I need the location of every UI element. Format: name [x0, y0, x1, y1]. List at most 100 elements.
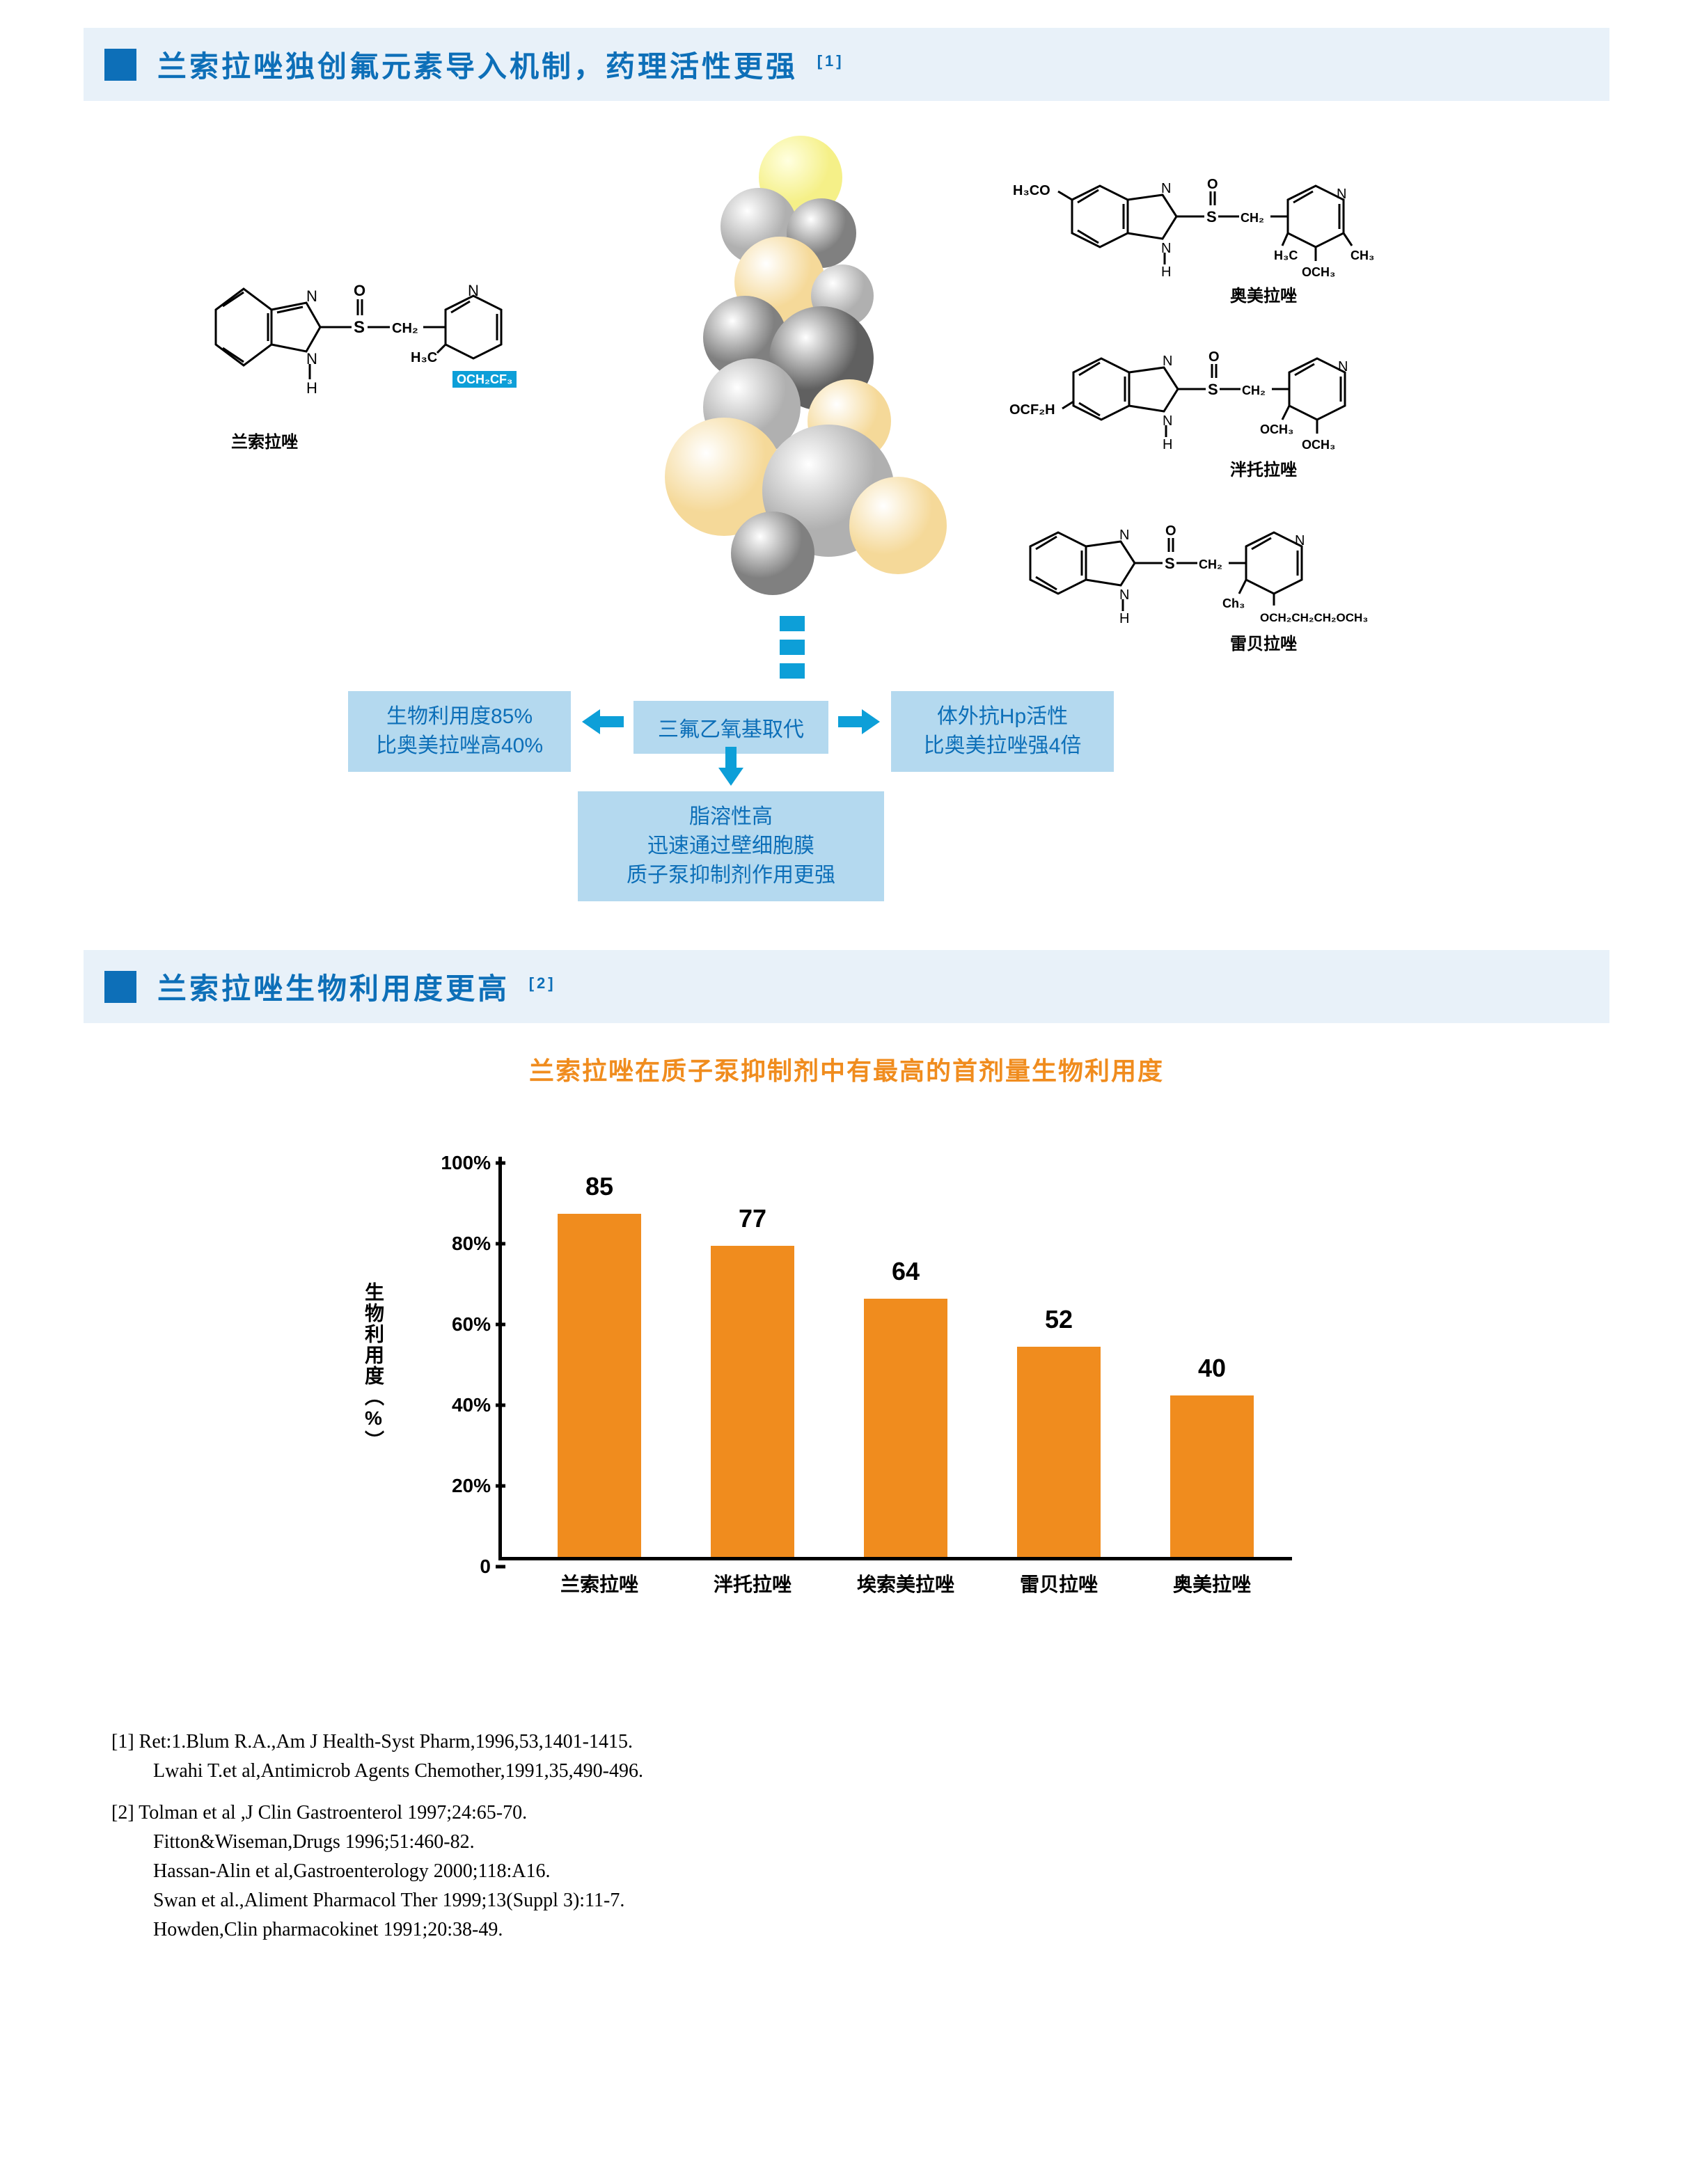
ref-line: Lwahi T.et al,Antimicrob Agents Chemothe…: [111, 1757, 1609, 1786]
chart-xlabel: 兰索拉唑: [560, 1557, 638, 1597]
section2-sup: [2]: [529, 974, 556, 992]
svg-text:O: O: [354, 282, 365, 299]
svg-text:OCH₃: OCH₃: [1302, 265, 1335, 279]
fluorine-tag-text: OCH₂CF₃: [452, 371, 517, 388]
svg-text:N: N: [1161, 241, 1171, 256]
svg-text:H: H: [1163, 437, 1172, 452]
svg-text:OCH₃: OCH₃: [1260, 422, 1293, 436]
references: [1] Ret:1.Blum R.A.,Am J Health-Syst Pha…: [84, 1727, 1609, 1945]
svg-text:CH₂: CH₂: [392, 321, 418, 336]
chem-label-lansoprazole: 兰索拉唑: [223, 428, 306, 452]
svg-text:OCF₂H: OCF₂H: [1009, 402, 1055, 418]
chem-struct-omeprazole: H₃CO N N H S O CH₂ N H₃C CH₃: [1009, 157, 1399, 306]
svg-text:CH₃: CH₃: [1351, 248, 1374, 262]
info-box-trifluoro: 三氟乙氧基取代: [633, 701, 828, 754]
svg-text:N: N: [1119, 587, 1129, 603]
chart-plot-area: 020%40%60%80%100%85兰索拉唑77泮托拉唑64埃索美拉唑52雷贝…: [498, 1157, 1292, 1560]
svg-text:H₃C: H₃C: [1274, 248, 1298, 262]
chem-label-rabeprazole: 雷贝拉唑: [1086, 630, 1441, 654]
bioavailability-chart: 生物利用度（%） 020%40%60%80%100%85兰索拉唑77泮托拉唑64…: [84, 1143, 1609, 1644]
chart-bar-value: 52: [1045, 1305, 1073, 1347]
chart-ytick: 100%: [441, 1152, 502, 1174]
info-box-hp-activity: 体外抗Hp活性 比奥美拉唑强4倍: [891, 691, 1114, 772]
section2-title: 兰索拉唑生物利用度更高 [2]: [157, 965, 556, 1008]
section-marker: [104, 49, 136, 81]
svg-text:H: H: [306, 379, 317, 397]
reference-1: [1] Ret:1.Blum R.A.,Am J Health-Syst Pha…: [111, 1727, 1609, 1786]
svg-text:N: N: [1295, 533, 1305, 548]
chem-label-omeprazole: 奥美拉唑: [1128, 282, 1399, 306]
chart-bar: 40: [1170, 1395, 1254, 1557]
svg-text:N: N: [1338, 359, 1348, 374]
svg-text:OCH₂CH₂CH₂OCH₃: OCH₂CH₂CH₂OCH₃: [1260, 611, 1368, 624]
ref-line: [2] Tolman et al ,J Clin Gastroenterol 1…: [111, 1798, 1609, 1828]
svg-text:S: S: [1206, 208, 1217, 225]
arrow-left-icon: [582, 706, 624, 737]
svg-text:N: N: [1119, 528, 1129, 543]
fluorine-tag: OCH₂CF₃: [452, 372, 517, 387]
svg-text:OCH₃: OCH₃: [1302, 438, 1335, 452]
ref-line: Swan et al.,Aliment Pharmacol Ther 1999;…: [111, 1886, 1609, 1915]
svg-text:H: H: [1119, 611, 1129, 626]
svg-text:S: S: [354, 318, 365, 337]
chart-xlabel: 雷贝拉唑: [1020, 1557, 1098, 1597]
arrow-right-icon: [838, 706, 880, 737]
chart-xlabel: 泮托拉唑: [714, 1557, 792, 1597]
chart-bar-value: 64: [892, 1257, 920, 1299]
chart-bar-value: 85: [585, 1172, 613, 1214]
infographic-mechanism: N N H S O CH₂ N H₃C: [84, 129, 1609, 894]
chart-xlabel: 奥美拉唑: [1173, 1557, 1251, 1597]
svg-text:N: N: [1337, 187, 1346, 202]
info-box-lipophilic: 脂溶性高 迅速通过壁细胞膜 质子泵抑制剂作用更强: [578, 791, 884, 901]
svg-text:O: O: [1165, 523, 1176, 539]
chart-title: 兰索拉唑在质子泵抑制剂中有最高的首剂量生物利用度: [84, 1051, 1609, 1087]
molecule-cluster-graphic: [640, 129, 961, 616]
chart-ylabel: 生物利用度（%）: [359, 1282, 387, 1451]
svg-text:H₃CO: H₃CO: [1013, 183, 1050, 198]
chem-svg-lansoprazole: N N H S O CH₂ N H₃C: [195, 240, 543, 421]
reference-2: [2] Tolman et al ,J Clin Gastroenterol 1…: [111, 1798, 1609, 1945]
chart-ytick: 20%: [452, 1475, 502, 1497]
svg-text:H₃C: H₃C: [411, 350, 437, 365]
svg-text:CH₂: CH₂: [1199, 557, 1222, 571]
svg-text:O: O: [1208, 349, 1220, 365]
ref-line: Howden,Clin pharmacokinet 1991;20:38-49.: [111, 1915, 1609, 1945]
svg-text:S: S: [1208, 381, 1218, 398]
arrow-dashes-down: [780, 616, 805, 679]
svg-text:N: N: [306, 350, 317, 367]
chart-xlabel: 埃索美拉唑: [857, 1557, 954, 1597]
svg-text:H: H: [1161, 264, 1171, 280]
section-marker: [104, 971, 136, 1003]
svg-text:S: S: [1165, 555, 1175, 572]
chem-struct-lansoprazole: N N H S O CH₂ N H₃C: [195, 240, 543, 452]
ref-line: [1] Ret:1.Blum R.A.,Am J Health-Syst Pha…: [111, 1727, 1609, 1757]
chem-svg-pantoprazole: OCF₂H N N H S O CH₂ N OCH₃: [1009, 331, 1399, 456]
section2-header: 兰索拉唑生物利用度更高 [2]: [84, 950, 1609, 1023]
chem-svg-omeprazole: H₃CO N N H S O CH₂ N H₃C CH₃: [1009, 157, 1399, 282]
svg-text:Ch₃: Ch₃: [1222, 596, 1245, 610]
svg-text:N: N: [1163, 354, 1172, 369]
svg-text:CH₂: CH₂: [1242, 383, 1266, 397]
svg-text:N: N: [468, 282, 479, 299]
info-box-bioavailability: 生物利用度85% 比奥美拉唑高40%: [348, 691, 571, 772]
chart-bar-value: 40: [1198, 1354, 1226, 1395]
svg-text:N: N: [1161, 181, 1171, 196]
section1-header: 兰索拉唑独创氟元素导入机制，药理活性更强 [1]: [84, 28, 1609, 101]
svg-text:O: O: [1207, 177, 1218, 192]
chart-bar: 77: [711, 1246, 794, 1557]
section1-sup: [1]: [817, 52, 844, 70]
chart-bar-value: 77: [739, 1204, 766, 1246]
chem-struct-rabeprazole: N N H S O CH₂ N Ch₃ OCH₂CH₂CH₂OCH₃ 雷贝拉唑: [1009, 505, 1441, 654]
section1-title: 兰索拉唑独创氟元素导入机制，药理活性更强 [1]: [157, 43, 844, 86]
chart-ytick: 60%: [452, 1313, 502, 1336]
svg-text:N: N: [1163, 413, 1172, 429]
arrow-down-icon: [716, 747, 746, 786]
svg-text:N: N: [306, 287, 317, 305]
ref-line: Hassan-Alin et al,Gastroenterology 2000;…: [111, 1857, 1609, 1886]
chart-bar: 85: [558, 1214, 641, 1557]
chem-struct-pantoprazole: OCF₂H N N H S O CH₂ N OCH₃: [1009, 331, 1399, 480]
chart-ytick: 40%: [452, 1394, 502, 1416]
ref-line: Fitton&Wiseman,Drugs 1996;51:460-82.: [111, 1828, 1609, 1857]
chem-label-pantoprazole: 泮托拉唑: [1128, 456, 1399, 480]
chart-bar: 52: [1017, 1347, 1101, 1557]
